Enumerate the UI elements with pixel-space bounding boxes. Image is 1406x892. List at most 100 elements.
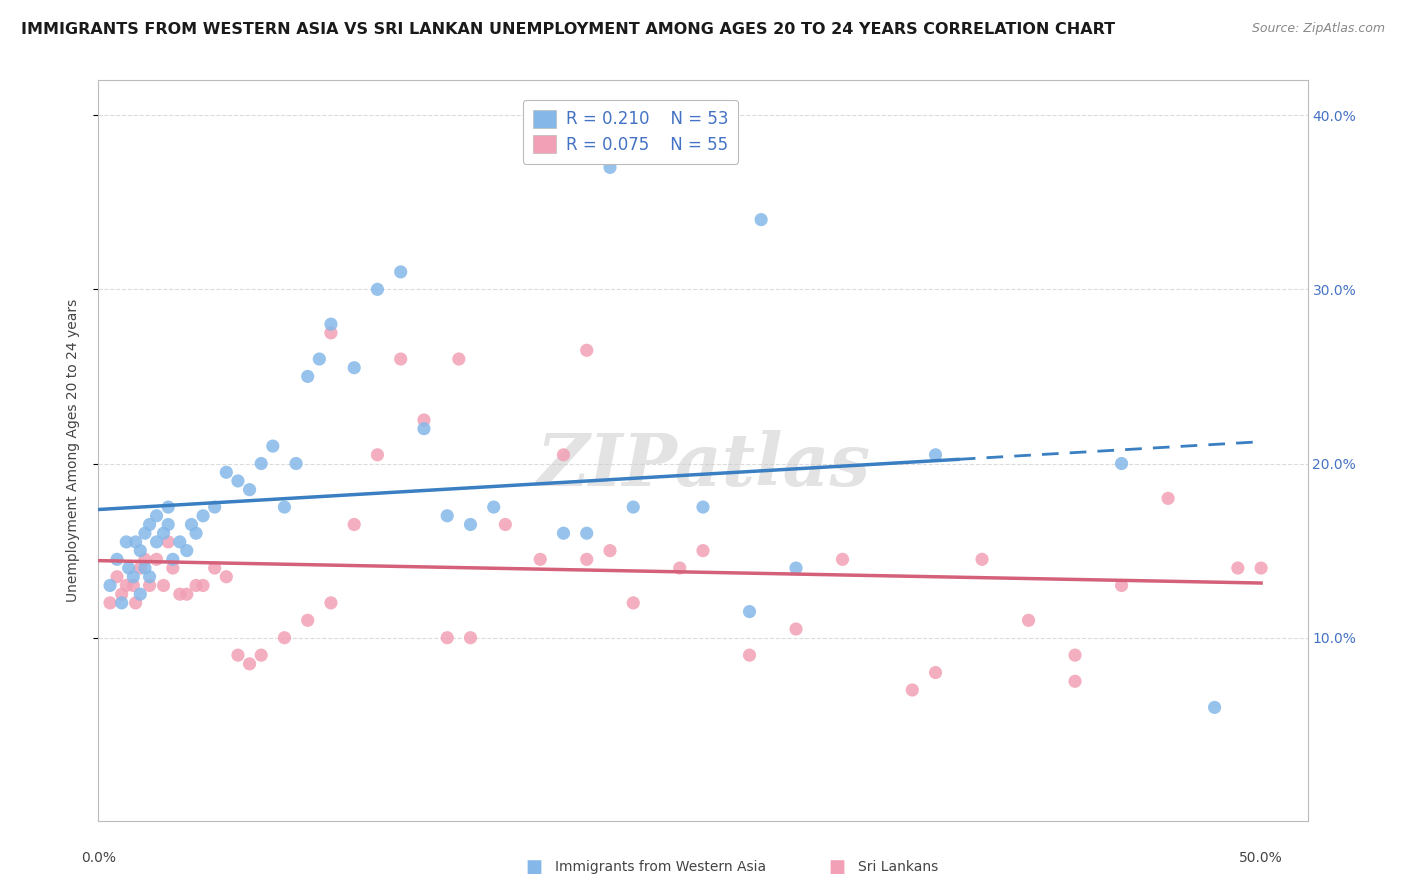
Point [1250, 561, 1272, 575]
Text: Sri Lankans: Sri Lankans [858, 860, 938, 874]
Point [162, 561, 184, 575]
Point [226, 474, 249, 488]
Point [366, 282, 388, 296]
Point [297, 613, 319, 627]
Point [621, 596, 644, 610]
Point [575, 552, 598, 566]
Point [118, 561, 141, 575]
Point [319, 317, 342, 331]
Point [1111, 457, 1133, 471]
Point [1204, 700, 1226, 714]
Point [215, 570, 238, 584]
Point [98, 596, 121, 610]
Point [145, 552, 167, 566]
Point [250, 457, 273, 471]
Point [343, 517, 366, 532]
Point [901, 683, 924, 698]
Point [152, 578, 174, 592]
Point [105, 570, 128, 584]
Point [115, 578, 138, 592]
Point [924, 665, 946, 680]
Text: Immigrants from Western Asia: Immigrants from Western Asia [555, 860, 766, 874]
Point [191, 508, 214, 523]
Point [460, 517, 482, 532]
Point [285, 457, 308, 471]
Point [738, 648, 761, 662]
Point [1157, 491, 1180, 506]
Point [262, 439, 284, 453]
Point [226, 648, 249, 662]
Text: ■: ■ [526, 858, 543, 876]
Point [1064, 674, 1087, 689]
Point [692, 500, 714, 514]
Point [785, 561, 807, 575]
Point [668, 561, 690, 575]
Point [319, 326, 342, 340]
Point [145, 508, 167, 523]
Point [98, 578, 121, 592]
Text: IMMIGRANTS FROM WESTERN ASIA VS SRI LANKAN UNEMPLOYMENT AMONG AGES 20 TO 24 YEAR: IMMIGRANTS FROM WESTERN ASIA VS SRI LANK… [21, 22, 1115, 37]
Point [319, 596, 342, 610]
Point [239, 657, 262, 671]
Point [447, 351, 470, 366]
Point [134, 526, 156, 541]
Point [250, 648, 273, 662]
Point [122, 570, 145, 584]
Point [145, 535, 167, 549]
Point [749, 212, 772, 227]
Point [553, 526, 575, 541]
Point [134, 561, 156, 575]
Point [599, 543, 621, 558]
Point [204, 561, 226, 575]
Text: Source: ZipAtlas.com: Source: ZipAtlas.com [1251, 22, 1385, 36]
Point [494, 517, 516, 532]
Point [204, 500, 226, 514]
Point [129, 543, 152, 558]
Point [180, 517, 202, 532]
Point [157, 535, 180, 549]
Point [138, 517, 160, 532]
Point [413, 422, 436, 436]
Point [152, 526, 174, 541]
Point [115, 535, 138, 549]
Point [122, 578, 145, 592]
Point [785, 622, 807, 636]
Point [129, 561, 152, 575]
Text: ZIPatlas: ZIPatlas [536, 430, 870, 500]
Point [134, 552, 156, 566]
Point [738, 605, 761, 619]
Point [273, 631, 295, 645]
Point [1018, 613, 1040, 627]
Point [111, 596, 134, 610]
Point [924, 448, 946, 462]
Point [157, 500, 180, 514]
Point [308, 351, 330, 366]
Point [138, 570, 160, 584]
Point [831, 552, 853, 566]
Point [215, 465, 238, 479]
Point [1226, 561, 1249, 575]
Point [389, 351, 412, 366]
Point [970, 552, 993, 566]
Point [124, 535, 146, 549]
Point [1111, 578, 1133, 592]
Point [621, 500, 644, 514]
Y-axis label: Unemployment Among Ages 20 to 24 years: Unemployment Among Ages 20 to 24 years [66, 299, 80, 602]
Point [111, 587, 134, 601]
Point [366, 448, 388, 462]
Point [191, 578, 214, 592]
Point [297, 369, 319, 384]
Text: 0.0%: 0.0% [82, 851, 115, 865]
Point [169, 587, 191, 601]
Point [157, 517, 180, 532]
Point [162, 552, 184, 566]
Point [692, 543, 714, 558]
Point [1064, 648, 1087, 662]
Point [124, 596, 146, 610]
Text: 50.0%: 50.0% [1239, 851, 1282, 865]
Point [553, 448, 575, 462]
Point [529, 552, 551, 566]
Point [436, 508, 458, 523]
Point [436, 631, 458, 645]
Point [389, 265, 412, 279]
